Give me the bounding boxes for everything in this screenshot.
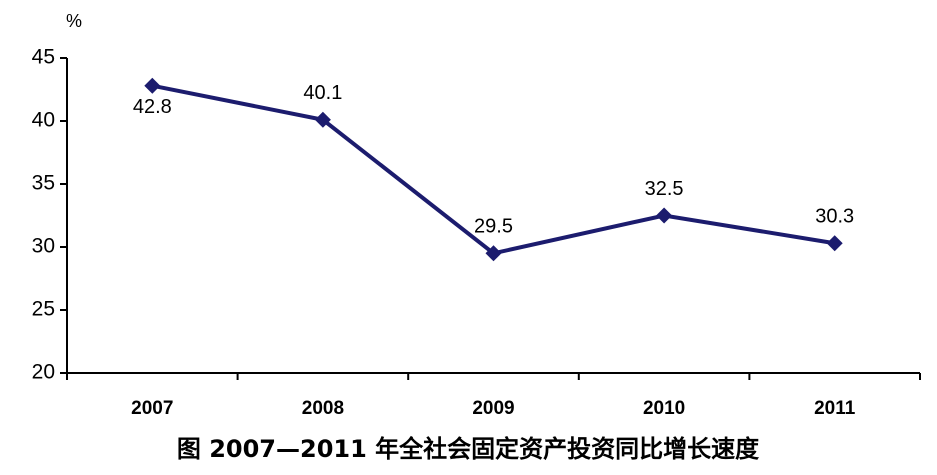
y-tick-label: 45 (32, 46, 55, 69)
data-point (314, 111, 331, 128)
y-tick-label: 20 (32, 361, 55, 384)
data-label: 32.5 (645, 178, 684, 200)
data-point (144, 77, 161, 94)
x-tick-label: 2008 (302, 398, 344, 419)
chart-caption: 图 2007—2011 年全社会固定资产投资同比增长速度 (177, 435, 760, 463)
x-tick-label: 2009 (472, 398, 514, 419)
data-label: 40.1 (303, 82, 342, 104)
y-tick-label: 30 (32, 235, 55, 258)
data-point (485, 245, 502, 262)
data-label: 30.3 (815, 206, 854, 228)
x-tick-label: 2010 (643, 398, 685, 419)
y-tick-label: 25 (32, 298, 55, 321)
x-tick-label: 2007 (131, 398, 173, 419)
data-point (656, 207, 673, 224)
data-label: 42.8 (133, 96, 172, 118)
data-label: 29.5 (474, 216, 513, 238)
x-tick-label: 2011 (814, 398, 856, 419)
data-point (826, 235, 843, 252)
y-unit: % (66, 11, 82, 31)
y-tick-label: 40 (32, 109, 55, 132)
y-tick-label: 35 (32, 172, 55, 195)
